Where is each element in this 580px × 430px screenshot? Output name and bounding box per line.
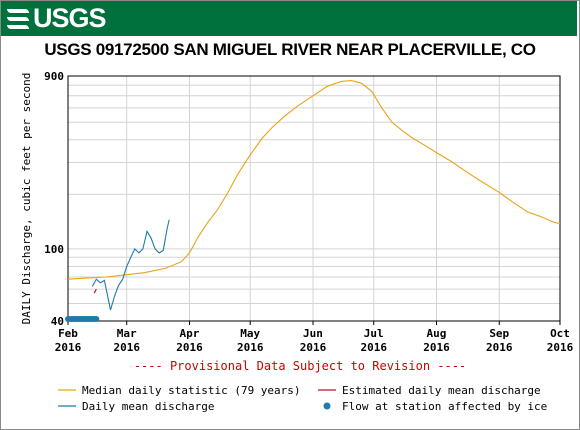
legend-median-label: Median daily statistic (79 years) [82, 384, 301, 397]
x-tick-month: Apr [180, 327, 200, 340]
x-tick-month: Sep [489, 327, 509, 340]
median-series-line [67, 79, 561, 280]
y-tick-label: 100 [44, 243, 64, 256]
x-tick-month: Mar [117, 327, 137, 340]
series-layer [67, 79, 561, 311]
ice-markers [65, 316, 100, 322]
x-tick-year: 2016 [360, 341, 387, 354]
legend-estimated-label: Estimated daily mean discharge [342, 384, 541, 397]
chart-title: USGS 09172500 SAN MIGUEL RIVER NEAR PLAC… [44, 40, 536, 59]
daily-series-line [91, 219, 170, 311]
x-tick-year: 2016 [55, 341, 82, 354]
x-tick-year: 2016 [423, 341, 450, 354]
y-axis: 900 100 40 [44, 70, 64, 328]
x-tick-month: May [240, 327, 260, 340]
plot-area [67, 75, 561, 322]
grid-lines [68, 76, 560, 321]
y-tick-label: 900 [44, 70, 64, 83]
x-tick-year: 2016 [237, 341, 264, 354]
x-tick-year: 2016 [547, 341, 574, 354]
x-tick-year: 2016 [176, 341, 203, 354]
legend-daily-label: Daily mean discharge [82, 400, 214, 413]
usgs-banner: USGS [1, 1, 577, 36]
usgs-wave-icon [7, 6, 29, 32]
x-tick-year: 2016 [113, 341, 140, 354]
x-tick-month: Aug [427, 327, 447, 340]
legend-ice-label: Flow at station affected by ice [342, 400, 547, 413]
x-tick-year: 2016 [300, 341, 327, 354]
usgs-logo[interactable]: USGS [7, 3, 107, 34]
ice-point [93, 316, 100, 322]
legend: Median daily statistic (79 years) Estimat… [58, 384, 547, 413]
legend-ice-swatch [323, 402, 331, 410]
x-tick-month: Oct [550, 327, 570, 340]
x-tick-month: Feb [58, 327, 78, 340]
x-tick-year: 2016 [486, 341, 513, 354]
x-tick-month: Jul [364, 327, 384, 340]
provisional-note: ---- Provisional Data Subject to Revisio… [134, 359, 466, 373]
usgs-logo-text: USGS [33, 3, 107, 33]
y-axis-label: DAILY Discharge, cubic feet per second [20, 73, 33, 325]
x-tick-month: Jun [303, 327, 323, 340]
y-tick-label: 40 [51, 315, 64, 328]
x-axis: Feb2016Mar2016Apr2016May2016Jun2016Jul20… [55, 321, 574, 354]
estimated-series-line [93, 288, 97, 294]
